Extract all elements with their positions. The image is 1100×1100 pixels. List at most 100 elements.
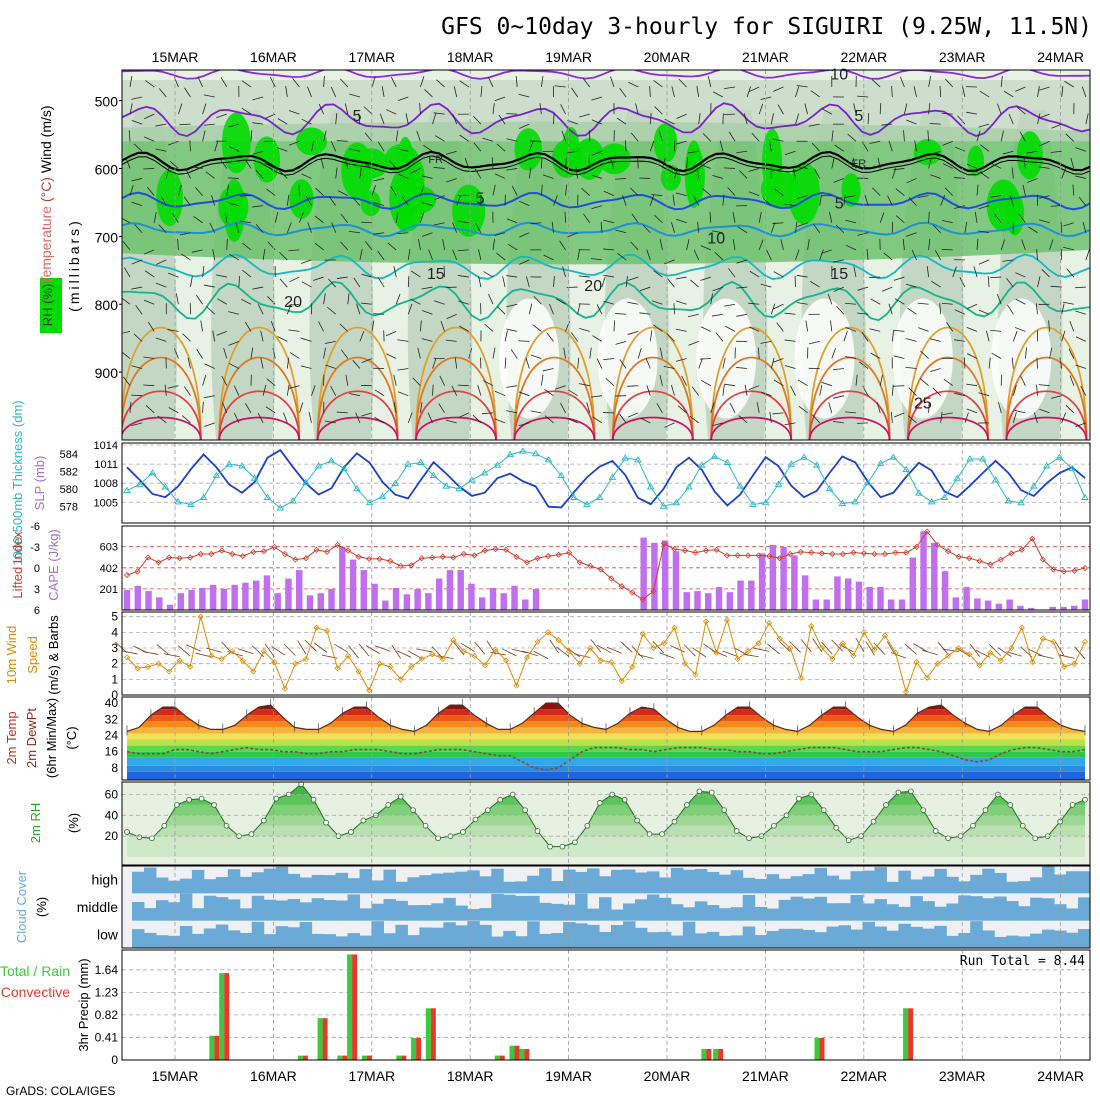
cloud-cell [299, 922, 313, 948]
wind-barb [407, 303, 413, 315]
date-label-bottom: 22MAR [840, 1068, 887, 1084]
cloud-cell [143, 908, 157, 921]
wind-barb [758, 103, 764, 115]
cloud-cell [311, 874, 325, 894]
wind-barb [736, 286, 748, 289]
rh-point [460, 829, 466, 835]
wind-barb [336, 140, 348, 142]
cape-bar [220, 589, 228, 610]
wind-barb [1009, 194, 1014, 206]
wind-barb [428, 249, 433, 261]
thickness-point [940, 493, 949, 500]
cloud-cell [634, 899, 648, 921]
wind-barb [776, 322, 784, 332]
wind-barb [204, 422, 215, 427]
date-label-top: 19MAR [545, 49, 592, 65]
cape-bar [295, 570, 303, 610]
wind-barb [566, 150, 578, 154]
lifted-index-point [345, 547, 352, 554]
wind-tick-label: 2 [111, 657, 118, 671]
wind-speed-point [692, 671, 699, 678]
wind-barb [143, 384, 155, 387]
cloud-cell [383, 869, 396, 894]
wind-barb [1060, 221, 1063, 233]
wind-speed-point [502, 657, 510, 664]
cloud-cell [778, 899, 792, 921]
wind-speed-point [587, 644, 594, 652]
wind-barb [226, 184, 229, 196]
wind-barb [474, 168, 482, 179]
cape-bar [963, 586, 970, 610]
wind-barb [724, 303, 736, 307]
cape-bar [974, 598, 981, 610]
wind-barb [172, 213, 179, 223]
cloud-cell [826, 903, 840, 921]
wind-barb [1015, 272, 1026, 278]
wind-barb [784, 150, 796, 155]
cape-bar [242, 582, 249, 610]
cloud-cell [527, 875, 540, 894]
wind-barb [518, 340, 530, 342]
rh-point [522, 807, 528, 813]
li-tick-label: 6 [34, 605, 40, 617]
thickness-point [480, 469, 489, 476]
lifted-index-point [197, 550, 204, 558]
wind-barb [328, 278, 336, 288]
rh-column [1097, 110, 1100, 440]
wind-barb [895, 215, 905, 224]
rh-high-blob [660, 164, 681, 191]
wind-barb [222, 402, 228, 413]
wind-barb [262, 384, 267, 396]
cape-bar [199, 587, 206, 610]
wind-barb [639, 312, 651, 315]
cloud-cell [682, 869, 696, 894]
isotherm-line [122, 221, 1090, 238]
precip-convective-bar [430, 1008, 436, 1060]
wind-barb [359, 167, 362, 179]
wind-barb [804, 103, 808, 115]
wind-barb [659, 239, 663, 250]
wind-barb [344, 103, 349, 115]
wind-barb [964, 412, 969, 423]
cloud-cell [1018, 906, 1031, 921]
cape-bar [285, 578, 292, 610]
cloud-cell [239, 908, 253, 921]
wind-barb [181, 253, 191, 261]
wind-barb [184, 386, 191, 396]
lifted-index-point [260, 548, 267, 555]
rh-point [472, 816, 479, 823]
wind-barb [1049, 347, 1053, 359]
cloud-cell [431, 873, 444, 894]
temp-band [127, 751, 1085, 758]
isotherm-label: 15 [427, 266, 445, 283]
wind-barb [811, 142, 820, 152]
wind-barb [286, 194, 290, 206]
wind-speed-point [608, 659, 615, 666]
cloud-cell [754, 935, 768, 948]
wind-barb [202, 266, 205, 278]
wind-barb [202, 375, 207, 386]
wind-barb [688, 341, 699, 346]
wind-speed-point [681, 660, 689, 667]
wind-barb [1075, 336, 1087, 342]
thickness-point [646, 483, 655, 490]
cloud-cell [1078, 897, 1091, 921]
rh-point [1019, 822, 1026, 829]
precip-total-bar [519, 1049, 525, 1060]
wind-barb [483, 380, 494, 387]
rh-point [1057, 818, 1063, 825]
wind-barb [1023, 157, 1026, 169]
wind-barb [178, 184, 182, 196]
cloud-cell [179, 893, 193, 921]
wind-barb [722, 194, 725, 206]
rh-dry-area [597, 298, 658, 419]
wind-barb [185, 168, 191, 179]
isotherm-label: FR [852, 158, 867, 170]
cloud-cell [730, 907, 744, 921]
wind-speed-point [913, 659, 920, 666]
wind-barb [583, 213, 591, 223]
cloud-cell [527, 895, 540, 921]
wind-barb [929, 123, 941, 125]
panel-border [121, 781, 1091, 866]
